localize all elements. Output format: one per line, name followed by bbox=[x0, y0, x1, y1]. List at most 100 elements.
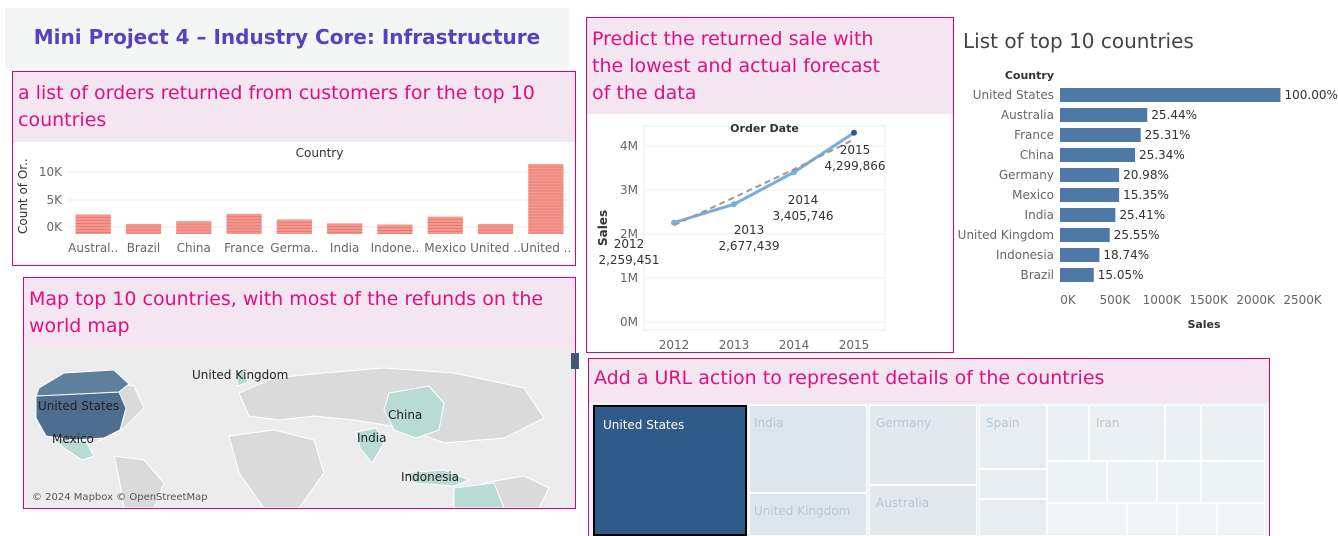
treemap-cell-united-states[interactable]: United States bbox=[593, 405, 747, 536]
point-value-label: 3,405,746 bbox=[772, 209, 833, 223]
bar-france[interactable] bbox=[1060, 128, 1141, 142]
map-shape-australia[interactable] bbox=[453, 482, 505, 508]
bar-australia[interactable] bbox=[1060, 108, 1148, 122]
treemap-cell[interactable] bbox=[1047, 405, 1089, 461]
x-tick-label: 1000K bbox=[1143, 293, 1183, 307]
actual-sales-line bbox=[673, 131, 855, 225]
x-tick-label: 2013 bbox=[719, 338, 750, 352]
orders-panel: a list of orders returned from customers… bbox=[12, 71, 576, 266]
treemap-cell[interactable] bbox=[1157, 461, 1201, 503]
bar-united[interactable] bbox=[477, 223, 514, 234]
data-point bbox=[731, 201, 737, 208]
bar-united-states[interactable] bbox=[1060, 88, 1281, 102]
map-edge-marker bbox=[571, 353, 579, 369]
y-tick-label: 0M bbox=[620, 315, 638, 329]
category-header: Country bbox=[1005, 69, 1054, 82]
map-label-china: China bbox=[388, 408, 423, 422]
treemap-cell[interactable] bbox=[1127, 503, 1177, 536]
percent-label: 25.44% bbox=[1151, 108, 1197, 122]
forecast-line-chart[interactable]: Order Date Sales 4M 3M 2M 1M 0M 2012 2013 2014 201… bbox=[587, 114, 953, 352]
treemap-cell[interactable] bbox=[1217, 503, 1265, 536]
treemap-cell[interactable] bbox=[1201, 405, 1265, 461]
x-tick-label: Indone.. bbox=[371, 241, 420, 255]
country-label: Australia bbox=[1001, 108, 1054, 122]
percent-label: 25.55% bbox=[1114, 228, 1160, 242]
bar-united[interactable] bbox=[528, 164, 564, 234]
treemap-cell-germany[interactable]: Germany bbox=[869, 405, 977, 485]
x-tick-label: China bbox=[177, 241, 211, 255]
map-shape-mexico[interactable] bbox=[50, 437, 95, 461]
bar-germa[interactable] bbox=[276, 219, 312, 234]
treemap-cell[interactable] bbox=[1165, 405, 1201, 461]
bar-brazil[interactable] bbox=[125, 223, 162, 234]
chart-title: Country bbox=[296, 146, 344, 160]
bar-united-kingdom[interactable] bbox=[1060, 228, 1110, 242]
x-tick-label: 2500K bbox=[1283, 293, 1323, 307]
bar-germany[interactable] bbox=[1060, 168, 1120, 182]
map-attribution: © 2024 Mapbox © OpenStreetMap bbox=[32, 492, 208, 503]
country-label: China bbox=[1020, 148, 1054, 162]
x-tick-label: United .. bbox=[470, 241, 521, 255]
x-tick-label: United .. bbox=[520, 241, 571, 255]
map-shape-indonesia[interactable] bbox=[400, 469, 471, 487]
bar-indonesia[interactable] bbox=[1060, 248, 1100, 262]
map-shape-united-states[interactable] bbox=[35, 391, 127, 441]
country-label: India bbox=[1025, 208, 1054, 222]
point-year-label: 2013 bbox=[734, 223, 765, 237]
top10-bar-chart[interactable]: Country United States 100.00% Australia 25.4… bbox=[958, 55, 1338, 340]
percent-label: 15.05% bbox=[1098, 268, 1144, 282]
map-panel-heading: Map top 10 countries, with most of the r… bbox=[24, 278, 575, 348]
treemap-cell-spain[interactable]: Spain bbox=[979, 405, 1047, 469]
map-label-india: India bbox=[357, 431, 387, 445]
treemap-cell[interactable] bbox=[979, 469, 1047, 499]
treemap-cell[interactable] bbox=[1107, 461, 1157, 503]
treemap-cell-uk[interactable]: United Kingdom bbox=[749, 493, 867, 536]
bar-china[interactable] bbox=[1060, 148, 1136, 162]
map-label-mexico: Mexico bbox=[52, 432, 94, 446]
bar-india[interactable] bbox=[327, 223, 363, 234]
x-tick-label: Germa.. bbox=[270, 241, 318, 255]
map-shape-india[interactable] bbox=[355, 427, 385, 464]
data-point bbox=[851, 129, 857, 136]
treemap-cell[interactable] bbox=[1177, 503, 1217, 536]
bar-india[interactable] bbox=[1060, 208, 1116, 222]
y-tick-label: 4M bbox=[620, 139, 638, 153]
country-label: Germany bbox=[999, 168, 1054, 182]
treemap-cell[interactable] bbox=[1047, 503, 1127, 536]
x-tick-label: 2012 bbox=[659, 338, 690, 352]
country-label: Mexico bbox=[1012, 188, 1054, 202]
bar-mexico[interactable] bbox=[1060, 188, 1120, 202]
percent-label: 25.34% bbox=[1139, 148, 1185, 162]
treemap-cell[interactable] bbox=[979, 499, 1047, 536]
treemap-cell-iran[interactable]: Iran bbox=[1089, 405, 1165, 461]
treemap-cell-australia[interactable]: Australia bbox=[869, 485, 977, 536]
percent-label: 25.41% bbox=[1119, 208, 1165, 222]
treemap-cell[interactable] bbox=[1047, 461, 1107, 503]
bar-brazil[interactable] bbox=[1060, 268, 1094, 282]
y-tick-label: 0K bbox=[46, 220, 63, 234]
treemap[interactable]: United States India United Kingdom Germa… bbox=[591, 403, 1267, 536]
bar-mexico[interactable] bbox=[427, 216, 463, 234]
x-tick-label: 2014 bbox=[779, 338, 810, 352]
bar-indone[interactable] bbox=[377, 224, 413, 234]
x-tick-label: Austral.. bbox=[68, 241, 118, 255]
treemap-cell-india[interactable]: India bbox=[749, 405, 867, 493]
y-tick-label: 10K bbox=[39, 165, 63, 179]
treemap-cell[interactable] bbox=[1201, 461, 1265, 503]
map-panel: Map top 10 countries, with most of the r… bbox=[23, 277, 576, 509]
country-label: United Kingdom bbox=[958, 228, 1054, 242]
world-map[interactable] bbox=[24, 348, 575, 508]
point-year-label: 2012 bbox=[614, 237, 645, 251]
map-shape-uk[interactable] bbox=[235, 367, 249, 387]
map-shape-china[interactable] bbox=[383, 385, 445, 439]
bar-china[interactable] bbox=[176, 221, 212, 234]
percent-label: 25.31% bbox=[1145, 128, 1191, 142]
orders-bar-chart[interactable]: Country Count of Or.. 10K 5K 0K Austral.. Braz… bbox=[13, 142, 575, 266]
map-label-indonesia: Indonesia bbox=[401, 470, 460, 484]
top10-title: List of top 10 countries bbox=[963, 29, 1194, 53]
point-year-label: 2014 bbox=[788, 193, 819, 207]
chart-title: Order Date bbox=[730, 122, 799, 135]
y-tick-label: 3M bbox=[620, 183, 638, 197]
top10-panel: List of top 10 countries Country United S… bbox=[958, 20, 1338, 340]
treemap-panel-heading: Add a URL action to represent details of… bbox=[589, 359, 1269, 403]
